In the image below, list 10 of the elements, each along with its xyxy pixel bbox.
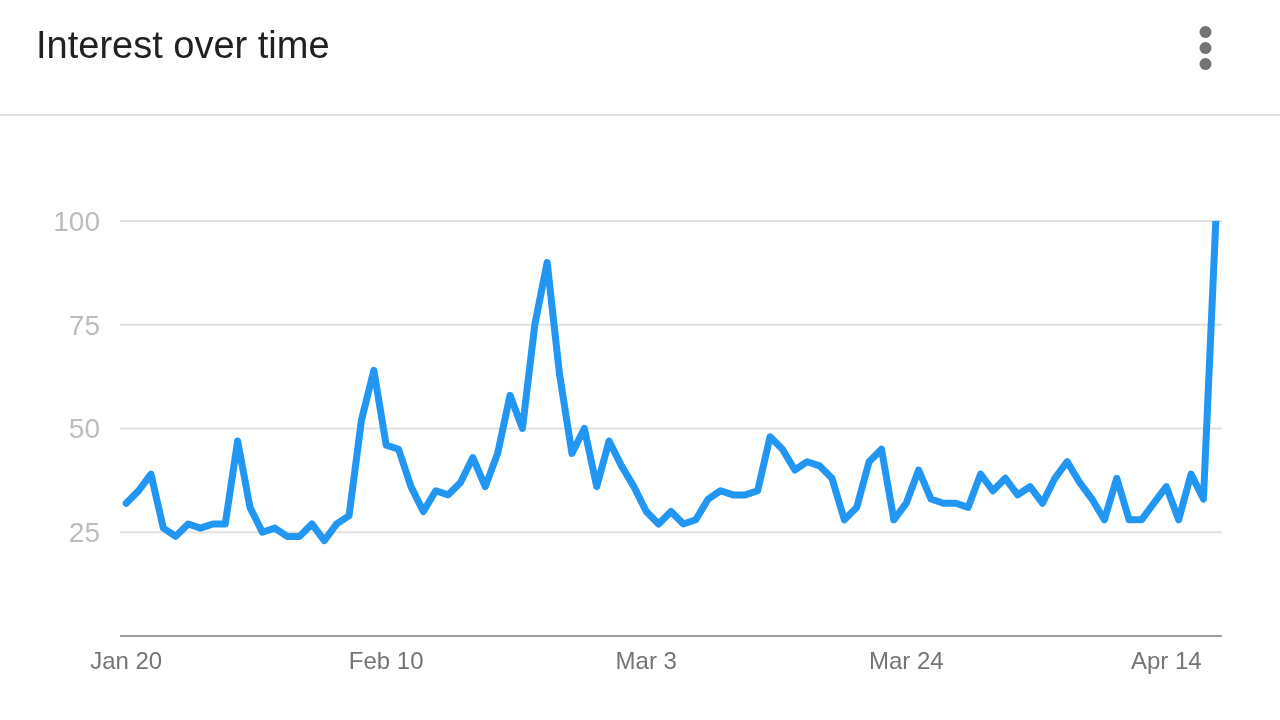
- x-tick-label: Mar 3: [615, 647, 677, 675]
- y-tick-label: 75: [68, 309, 100, 341]
- y-tick-label: 25: [68, 517, 100, 549]
- x-tick-label: Feb 10: [348, 647, 424, 675]
- x-tick-label: Apr 14: [1130, 647, 1202, 675]
- chart-title: Interest over time: [36, 24, 330, 67]
- x-tick-label: Jan 20: [90, 647, 163, 675]
- y-tick-label: 100: [53, 205, 100, 237]
- y-tick-label: 50: [68, 413, 100, 445]
- x-tick-label: Mar 24: [868, 647, 944, 675]
